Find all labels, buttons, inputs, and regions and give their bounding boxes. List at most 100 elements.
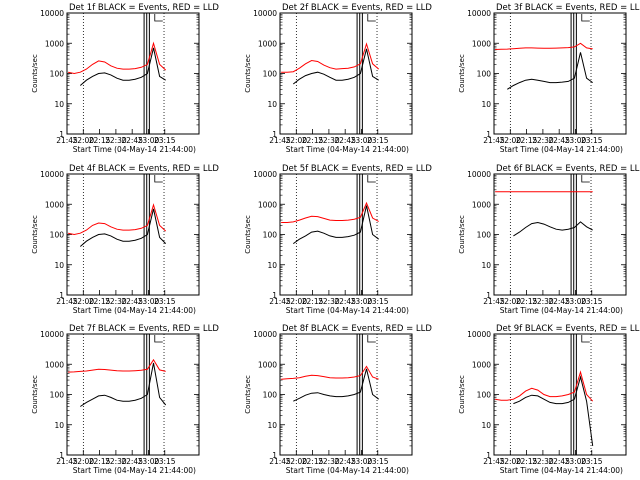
x-tick-label: 23:15 [367, 297, 389, 306]
y-tick-label: 1000 [258, 39, 277, 48]
x-tick-label: 22:00 [285, 457, 307, 466]
lld-series-line [67, 203, 167, 236]
plot-frame [66, 173, 200, 296]
y-tick-label: 10 [54, 261, 64, 270]
y-tick-label: 100 [50, 391, 65, 400]
x-tick-label: 21:45 [483, 297, 505, 306]
y-tick-label: 1 [486, 451, 491, 460]
x-axis-label: Start Time (04-May-14 21:44:00) [500, 306, 623, 315]
x-tick-label: 23:00 [138, 457, 160, 466]
y-axis-label: Counts/sec [31, 54, 39, 93]
x-tick-label: 22:15 [89, 136, 111, 145]
y-tick-label: 10 [267, 421, 277, 430]
x-tick-label: 21:45 [56, 297, 78, 306]
plot-frame [493, 333, 627, 456]
events-series-line [292, 48, 379, 85]
x-tick-label: 21:45 [483, 457, 505, 466]
panel-title: Det 7f BLACK = Events, RED = LLD [69, 324, 219, 334]
panel-det-4: Det 4f BLACK = Events, RED = LLD Counts/s… [31, 164, 219, 315]
x-tick-label: 23:15 [581, 457, 603, 466]
x-tick-label: 22:45 [334, 457, 356, 466]
panel-det-6: Det 6f BLACK = Events, RED = LLD Counts/s… [458, 164, 640, 315]
y-tick-label: 1 [59, 451, 64, 460]
panel-title: Det 2f BLACK = Events, RED = LLD [282, 3, 432, 13]
lld-series-line [495, 42, 593, 50]
x-tick-label: 22:30 [105, 457, 127, 466]
panel-det-9: Det 9f BLACK = Events, RED = LLD Counts/s… [458, 324, 640, 475]
y-tick-label: 1000 [258, 200, 277, 209]
panel-title: Det 1f BLACK = Events, RED = LLD [69, 3, 219, 13]
y-axis-label: Counts/sec [31, 375, 39, 414]
panel-det-3: Det 3f BLACK = Events, RED = LLD Counts/s… [458, 3, 640, 154]
x-axis-label: Start Time (04-May-14 21:44:00) [500, 145, 623, 154]
x-tick-label: 22:15 [89, 457, 111, 466]
y-tick-label: 10000 [40, 9, 64, 18]
bracket-mark [581, 175, 590, 183]
x-tick-label: 21:45 [56, 457, 78, 466]
y-tick-label: 10000 [253, 170, 277, 179]
y-tick-label: 10 [267, 261, 277, 270]
bracket-mark [367, 175, 376, 183]
panel-title: Det 4f BLACK = Events, RED = LLD [69, 164, 219, 174]
y-tick-label: 10 [481, 261, 491, 270]
x-tick-label: 23:00 [138, 136, 160, 145]
x-tick-label: 22:45 [548, 136, 570, 145]
y-tick-label: 10 [267, 100, 277, 109]
x-tick-label: 22:00 [285, 136, 307, 145]
panel-det-1: Det 1f BLACK = Events, RED = LLD Counts/s… [31, 3, 219, 154]
x-axis-label: Start Time (04-May-14 21:44:00) [73, 145, 196, 154]
events-series-line [80, 362, 167, 407]
events-series-line [513, 221, 593, 237]
x-tick-label: 22:30 [318, 136, 340, 145]
y-tick-label: 10000 [40, 330, 64, 339]
y-tick-label: 10000 [467, 330, 491, 339]
bracket-mark [154, 175, 163, 183]
x-tick-label: 22:00 [72, 297, 94, 306]
x-tick-label: 23:00 [351, 297, 373, 306]
bracket-mark [581, 335, 590, 343]
y-tick-label: 1000 [45, 39, 64, 48]
y-tick-label: 1000 [45, 360, 64, 369]
lld-series-line [67, 41, 167, 75]
events-series-line [79, 208, 167, 247]
lld-series-line [68, 358, 166, 373]
panel-det-7: Det 7f BLACK = Events, RED = LLD Counts/s… [31, 324, 219, 475]
y-axis-label: Counts/sec [244, 375, 252, 414]
y-tick-label: 10000 [253, 9, 277, 18]
y-tick-label: 10000 [253, 330, 277, 339]
x-axis-label: Start Time (04-May-14 21:44:00) [286, 145, 409, 154]
lld-series-line [281, 201, 379, 223]
x-tick-label: 22:15 [302, 297, 324, 306]
y-tick-label: 100 [477, 391, 492, 400]
x-tick-label: 23:00 [351, 457, 373, 466]
y-axis-label: Counts/sec [244, 215, 252, 254]
y-tick-label: 100 [50, 70, 65, 79]
x-tick-label: 22:00 [72, 457, 94, 466]
y-tick-label: 10000 [467, 9, 491, 18]
panel-title: Det 3f BLACK = Events, RED = LLD [496, 3, 640, 13]
events-series-line [513, 375, 594, 446]
x-tick-label: 23:00 [351, 136, 373, 145]
bracket-mark [581, 14, 590, 22]
x-tick-label: 23:00 [565, 457, 587, 466]
y-tick-label: 1 [59, 291, 64, 300]
y-tick-label: 10 [54, 421, 64, 430]
x-tick-label: 22:30 [318, 297, 340, 306]
x-tick-label: 23:15 [367, 457, 389, 466]
x-tick-label: 22:30 [532, 457, 554, 466]
x-tick-label: 22:30 [532, 136, 554, 145]
y-tick-label: 100 [50, 231, 65, 240]
panel-det-8: Det 8f BLACK = Events, RED = LLD Counts/s… [244, 324, 432, 475]
x-tick-label: 22:00 [499, 136, 521, 145]
y-axis-label: Counts/sec [458, 375, 466, 414]
x-tick-label: 22:15 [302, 136, 324, 145]
lld-series-line [495, 370, 594, 402]
panel-title: Det 9f BLACK = Events, RED = LLD [496, 324, 640, 334]
x-axis-label: Start Time (04-May-14 21:44:00) [73, 306, 196, 315]
y-tick-label: 1000 [472, 39, 491, 48]
x-tick-label: 22:15 [516, 457, 538, 466]
x-tick-label: 23:15 [154, 297, 176, 306]
plot-frame [66, 12, 200, 135]
x-tick-label: 22:45 [121, 457, 143, 466]
y-tick-label: 1 [486, 130, 491, 139]
